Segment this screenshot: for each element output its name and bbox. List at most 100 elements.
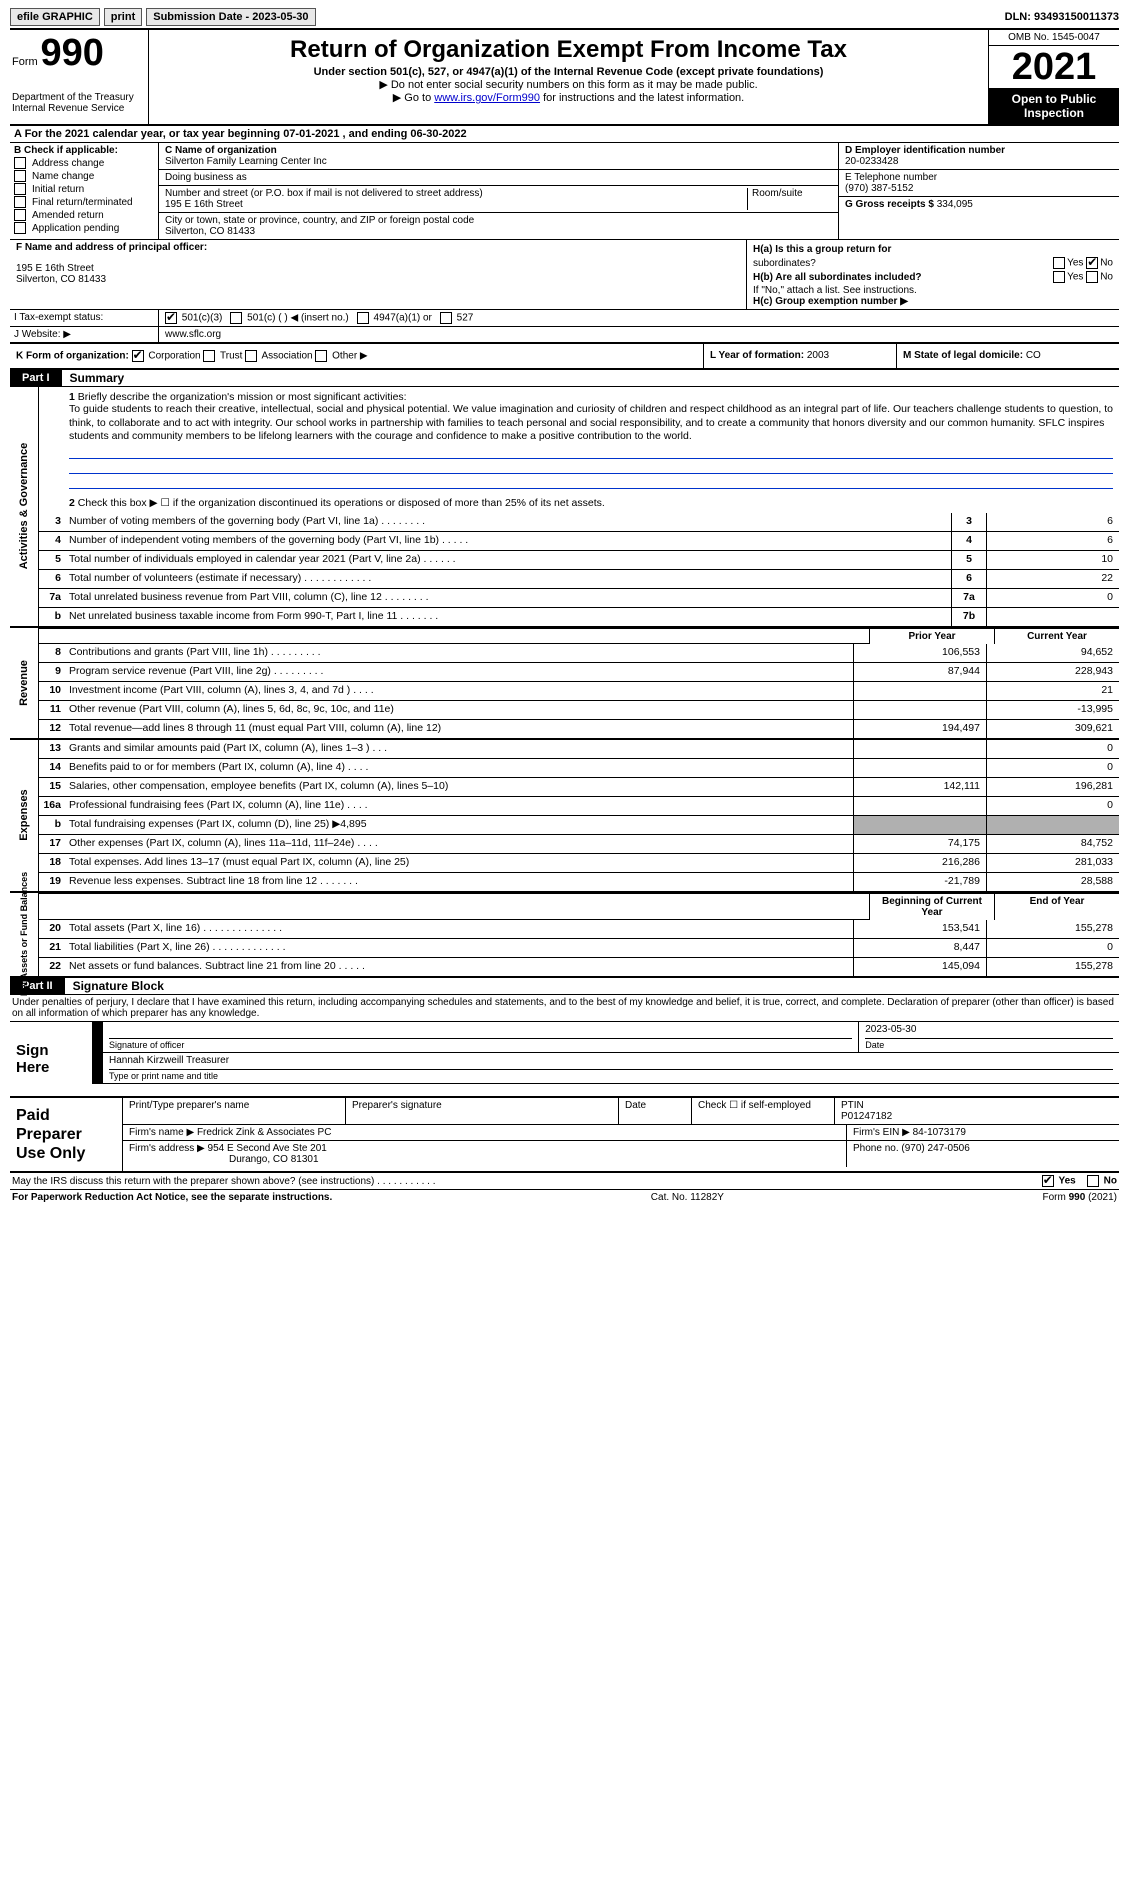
phone-value: (970) 387-5152 bbox=[845, 183, 1113, 194]
tax-exempt-label: I Tax-exempt status: bbox=[10, 310, 159, 326]
firm-ein-value: 84-1073179 bbox=[913, 1127, 966, 1138]
revenue-body: Prior Year Current Year 8Contributions a… bbox=[39, 628, 1119, 738]
527-checkbox[interactable] bbox=[440, 312, 452, 324]
line-12: 12Total revenue—add lines 8 through 11 (… bbox=[39, 719, 1119, 738]
h-c-row: H(c) Group exemption number ▶ bbox=[753, 296, 1113, 307]
check-name-change[interactable]: Name change bbox=[14, 170, 154, 182]
city-cell: City or town, state or province, country… bbox=[159, 213, 838, 239]
header-right: OMB No. 1545-0047 2021 Open to Public In… bbox=[988, 30, 1119, 124]
501c3-checkbox[interactable] bbox=[165, 312, 177, 324]
association-checkbox[interactable] bbox=[245, 350, 257, 362]
corporation-checkbox[interactable] bbox=[132, 350, 144, 362]
self-employed-cell: Check ☐ if self-employed bbox=[692, 1098, 835, 1124]
gov-line-5: 5Total number of individuals employed in… bbox=[39, 550, 1119, 569]
penalty-text: Under penalties of perjury, I declare th… bbox=[10, 995, 1119, 1022]
other-checkbox[interactable] bbox=[315, 350, 327, 362]
room-suite-cell: Room/suite bbox=[747, 188, 832, 210]
footer-right: Form 990 (2021) bbox=[1043, 1192, 1117, 1203]
sign-here-block: Sign Here Signature of officer 2023-05-3… bbox=[10, 1022, 1119, 1098]
check-address-change[interactable]: Address change bbox=[14, 157, 154, 169]
signature-row: Signature of officer 2023-05-30 Date bbox=[92, 1022, 1119, 1053]
paid-preparer-label: Paid Preparer Use Only bbox=[10, 1098, 122, 1172]
revenue-col-headers: Prior Year Current Year bbox=[39, 628, 1119, 644]
ptin-value: P01247182 bbox=[841, 1111, 1113, 1122]
check-final-return[interactable]: Final return/terminated bbox=[14, 196, 154, 208]
address-cell: Number and street (or P.O. box if mail i… bbox=[159, 186, 838, 213]
header-center: Return of Organization Exempt From Incom… bbox=[149, 30, 988, 124]
officer-name: Hannah Kirzweill Treasurer bbox=[109, 1055, 1113, 1069]
name-title-row: Hannah Kirzweill Treasurer Type or print… bbox=[92, 1053, 1119, 1084]
row-a-taxyear: A For the 2021 calendar year, or tax yea… bbox=[10, 126, 1119, 143]
check-application-pending[interactable]: Application pending bbox=[14, 222, 154, 234]
website-value: www.sflc.org bbox=[165, 329, 221, 340]
firm-phone-value: (970) 247-0506 bbox=[901, 1143, 969, 1154]
preparer-name-cell: Print/Type preparer's name bbox=[123, 1098, 346, 1124]
irs-link[interactable]: www.irs.gov/Form990 bbox=[434, 92, 540, 104]
line-20: 20Total assets (Part X, line 16) . . . .… bbox=[39, 920, 1119, 938]
ptin-cell: PTIN P01247182 bbox=[835, 1098, 1119, 1124]
ha-no-checkbox[interactable] bbox=[1086, 257, 1098, 269]
governance-section: Activities & Governance 1 Briefly descri… bbox=[10, 387, 1119, 628]
preparer-row-3: Firm's address ▶ 954 E Second Ave Ste 20… bbox=[123, 1141, 1119, 1167]
arrow-icon bbox=[92, 1022, 102, 1052]
dba-cell: Doing business as bbox=[159, 170, 838, 186]
preparer-signature-cell: Preparer's signature bbox=[346, 1098, 619, 1124]
beginning-year-header: Beginning of Current Year bbox=[869, 894, 994, 920]
efile-label: efile GRAPHIC bbox=[10, 8, 100, 26]
netassets-side-label: Net Assets or Fund Balances bbox=[10, 893, 39, 976]
prior-year-header: Prior Year bbox=[869, 629, 994, 644]
sign-here-label: Sign Here bbox=[10, 1022, 92, 1096]
org-name-cell: C Name of organization Silverton Family … bbox=[159, 143, 838, 170]
501c-checkbox[interactable] bbox=[230, 312, 242, 324]
line-1-desc: 1 Briefly describe the organization's mi… bbox=[39, 387, 1119, 493]
dept-label: Department of the Treasury bbox=[12, 92, 142, 103]
address-value: 195 E 16th Street bbox=[165, 199, 747, 210]
signature-cell: Signature of officer bbox=[102, 1022, 858, 1052]
check-initial-return[interactable]: Initial return bbox=[14, 183, 154, 195]
discuss-no-checkbox[interactable] bbox=[1087, 1175, 1099, 1187]
section-h: H(a) Is this a group return for subordin… bbox=[747, 240, 1119, 309]
part-2-header: Part II Signature Block bbox=[10, 978, 1119, 995]
ha-yes-checkbox[interactable] bbox=[1053, 257, 1065, 269]
paid-preparer-right: Print/Type preparer's name Preparer's si… bbox=[122, 1098, 1119, 1172]
trust-checkbox[interactable] bbox=[203, 350, 215, 362]
block-f-h: F Name and address of principal officer:… bbox=[10, 240, 1119, 310]
ein-cell: D Employer identification number 20-0233… bbox=[839, 143, 1119, 170]
page-footer: For Paperwork Reduction Act Notice, see … bbox=[10, 1190, 1119, 1205]
expenses-side-label: Expenses bbox=[10, 740, 39, 891]
tax-exempt-options: 501(c)(3) 501(c) ( ) ◀ (insert no.) 4947… bbox=[159, 310, 1119, 326]
b-header: B Check if applicable: bbox=[14, 145, 154, 156]
line-8: 8Contributions and grants (Part VIII, li… bbox=[39, 644, 1119, 662]
gov-line-6: 6Total number of volunteers (estimate if… bbox=[39, 569, 1119, 588]
4947-checkbox[interactable] bbox=[357, 312, 369, 324]
h-a-row: H(a) Is this a group return for bbox=[753, 244, 1113, 255]
form-title: Return of Organization Exempt From Incom… bbox=[159, 36, 978, 64]
section-c-wrapper: C Name of organization Silverton Family … bbox=[159, 143, 1119, 239]
netassets-section: Net Assets or Fund Balances Beginning of… bbox=[10, 893, 1119, 978]
discuss-row: May the IRS discuss this return with the… bbox=[10, 1173, 1119, 1190]
check-amended-return[interactable]: Amended return bbox=[14, 209, 154, 221]
print-button[interactable]: print bbox=[104, 8, 142, 26]
dln-label: DLN: 93493150011373 bbox=[1005, 11, 1119, 23]
expenses-section: Expenses 13Grants and similar amounts pa… bbox=[10, 740, 1119, 893]
discuss-yes-checkbox[interactable] bbox=[1042, 1175, 1054, 1187]
firm-address-cell: Firm's address ▶ 954 E Second Ave Ste 20… bbox=[123, 1141, 847, 1167]
line-18: 18Total expenses. Add lines 13–17 (must … bbox=[39, 853, 1119, 872]
arrow-icon bbox=[92, 1053, 102, 1083]
hb-no-checkbox[interactable] bbox=[1086, 271, 1098, 283]
block-b-c-d: B Check if applicable: Address change Na… bbox=[10, 143, 1119, 240]
omb-label: OMB No. 1545-0047 bbox=[989, 30, 1119, 46]
section-l: L Year of formation: 2003 bbox=[703, 344, 896, 368]
ein-value: 20-0233428 bbox=[845, 156, 1113, 167]
gov-line-4: 4Number of independent voting members of… bbox=[39, 531, 1119, 550]
sign-here-right: Signature of officer 2023-05-30 Date Han… bbox=[92, 1022, 1119, 1096]
end-year-header: End of Year bbox=[994, 894, 1119, 920]
form-number: 990 bbox=[40, 32, 103, 74]
paid-preparer-block: Paid Preparer Use Only Print/Type prepar… bbox=[10, 1098, 1119, 1174]
netassets-body: Beginning of Current Year End of Year 20… bbox=[39, 893, 1119, 976]
name-title-cell: Hannah Kirzweill Treasurer Type or print… bbox=[102, 1053, 1119, 1083]
line-21: 21Total liabilities (Part X, line 26) . … bbox=[39, 938, 1119, 957]
sign-date-value: 2023-05-30 bbox=[865, 1024, 1113, 1038]
website-row: J Website: ▶ www.sflc.org bbox=[10, 327, 1119, 344]
hb-yes-checkbox[interactable] bbox=[1053, 271, 1065, 283]
